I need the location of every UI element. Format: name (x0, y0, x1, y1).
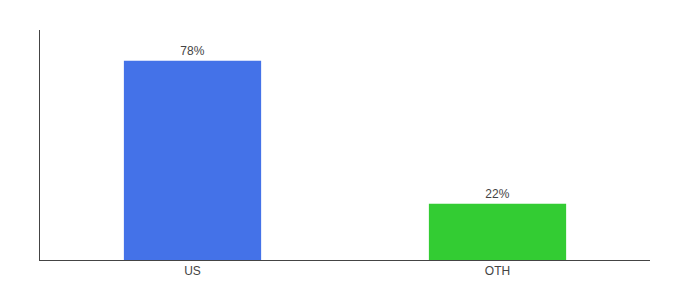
svg-text:US: US (184, 264, 201, 278)
svg-text:78%: 78% (180, 44, 204, 58)
svg-text:22%: 22% (485, 187, 509, 201)
svg-text:OTH: OTH (485, 264, 510, 278)
